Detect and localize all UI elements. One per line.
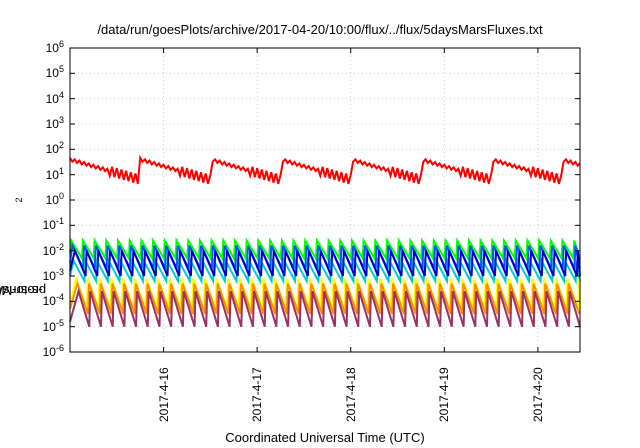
- x-tick-label: 2017-4-18: [343, 367, 358, 422]
- y-tick-label: 103: [45, 115, 64, 131]
- y-tick-label: 10-5: [42, 317, 64, 334]
- y-tick-label: 101: [45, 165, 64, 182]
- series-line-4: [69, 247, 581, 277]
- y-tick-label: 10-1: [42, 216, 64, 233]
- x-tick-label: 2017-4-20: [530, 367, 545, 422]
- y-tick-label: 106: [45, 39, 64, 55]
- series-line-1: [69, 237, 581, 262]
- y-tick-label: 104: [45, 89, 64, 106]
- y-tick-label: 10-2: [42, 241, 64, 258]
- x-axis-label: Coordinated Universal Time (UTC): [225, 430, 425, 445]
- series-line-6: [69, 280, 581, 315]
- y-tick-label: 10-4: [42, 292, 64, 309]
- chart-title: /data/run/goesPlots/archive/2017-04-20/1…: [97, 22, 543, 37]
- y-tick-label: 105: [45, 64, 64, 81]
- y-tick-label: 10-6: [42, 343, 64, 359]
- series-line-7: [69, 287, 581, 327]
- y-tick-label: 10-3: [42, 267, 64, 283]
- series-line-0: [69, 154, 581, 185]
- x-tick-label: 2017-4-17: [250, 367, 265, 422]
- y-tick-label: 100: [45, 191, 64, 207]
- x-tick-label: 2017-4-16: [156, 367, 171, 422]
- x-tick-label: 2017-4-19: [437, 367, 452, 422]
- y-tick-label: 102: [45, 140, 64, 157]
